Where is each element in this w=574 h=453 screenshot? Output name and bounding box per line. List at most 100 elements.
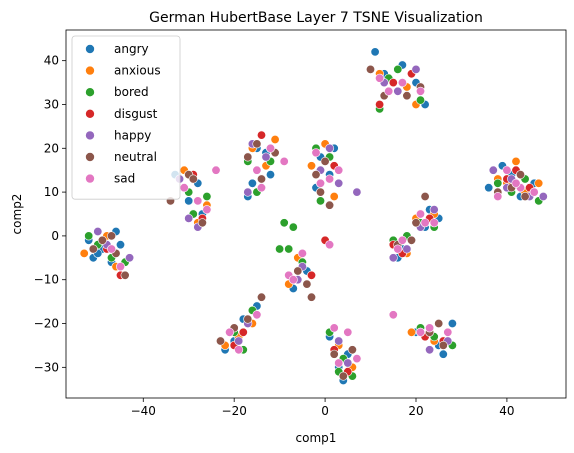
point-happy-13 [334,178,344,188]
point-bored-3 [84,231,94,241]
point-neutral-0 [97,235,107,245]
point-sad-13 [311,148,321,158]
point-neutral-24 [329,349,339,359]
point-sad-10 [225,327,235,337]
legend-marker-bored [85,87,95,97]
point-neutral-19 [325,200,335,210]
point-happy-7 [261,152,271,162]
point-sad-7 [265,143,275,153]
point-neutral-16 [256,292,266,302]
point-happy-29 [488,165,498,175]
legend-label-anxious: anxious [114,64,161,78]
point-happy-18 [343,358,353,368]
point-neutral-3 [88,244,98,254]
point-happy-20 [393,86,403,96]
point-happy-5 [184,213,194,223]
legend-marker-happy [85,130,95,141]
legend-label-disgust: disgust [114,107,158,121]
x-tick-label-2: 0 [321,404,329,418]
point-sad-22 [343,327,353,337]
point-anxious-8 [270,135,280,145]
point-sad-36 [425,323,435,333]
point-bored-29 [393,64,403,74]
y-tick-label-4: 10 [44,185,59,199]
point-sad-31 [415,209,425,219]
point-angry-45 [438,349,448,359]
point-sad-24 [334,358,344,368]
point-happy-1 [125,253,135,263]
point-sad-38 [493,192,503,202]
point-bored-15 [284,244,294,254]
point-neutral-37 [438,340,448,350]
point-neutral-9 [243,152,253,162]
x-tick-label-1: −20 [222,404,247,418]
point-sad-0 [107,244,117,254]
point-neutral-22 [302,279,312,289]
point-sad-20 [325,240,335,250]
point-sad-3 [202,205,212,215]
point-neutral-34 [411,218,421,228]
scatter-points [79,47,548,385]
y-axis-ticks: −30 −20 −10 0 10 20 30 40 [34,54,66,374]
point-happy-25 [429,205,439,215]
point-angry-3 [116,240,126,250]
point-neutral-32 [406,235,416,245]
point-sad-14 [325,174,335,184]
point-neutral-15 [243,314,253,324]
y-tick-label-6: 30 [44,97,59,111]
legend-label-neutral: neutral [114,150,157,164]
point-anxious-12 [306,161,316,171]
point-happy-22 [388,253,398,263]
point-sad-34 [388,310,398,320]
point-sad-27 [397,78,407,88]
point-sad-39 [502,165,512,175]
point-neutral-10 [256,174,266,184]
legend-marker-disgust [85,109,95,119]
point-anxious-32 [534,178,544,188]
point-happy-23 [402,244,412,254]
point-anxious-26 [406,327,416,337]
point-sad-28 [415,86,425,96]
point-sad-25 [375,73,385,83]
legend-label-happy: happy [114,128,151,142]
point-angry-44 [447,318,457,328]
point-neutral-13 [216,336,226,346]
point-happy-12 [325,143,335,153]
point-neutral-36 [434,318,444,328]
point-sad-11 [234,345,244,355]
point-sad-42 [529,187,539,197]
point-sad-16 [315,178,325,188]
point-sad-5 [193,196,203,206]
point-disgust-14 [375,100,385,110]
point-sad-26 [384,86,394,96]
point-sad-41 [511,178,521,188]
point-angry-8 [184,196,194,206]
chart-title: German HubertBase Layer 7 TSNE Visualiza… [149,10,483,26]
point-happy-9 [234,336,244,346]
legend-label-bored: bored [114,85,149,99]
y-tick-label-2: −10 [34,273,59,287]
y-tick-label-5: 20 [44,141,59,155]
point-happy-14 [352,187,362,197]
point-bored-19 [315,196,325,206]
point-sad-35 [415,327,425,337]
point-sad-15 [334,165,344,175]
point-anxious-1 [79,248,89,258]
point-sad-2 [179,183,189,193]
point-happy-21 [411,64,421,74]
point-neutral-27 [365,64,375,74]
point-happy-17 [334,336,344,346]
point-neutral-8 [188,174,198,184]
legend-marker-anxious [85,65,95,76]
point-bored-6 [202,192,212,202]
point-bored-13 [279,218,289,228]
point-neutral-12 [252,139,262,149]
point-neutral-23 [306,292,316,302]
point-bored-14 [288,222,298,232]
legend-label-sad: sad [114,172,135,186]
point-angry-46 [484,183,494,193]
point-happy-32 [538,192,548,202]
point-happy-8 [243,187,253,197]
y-tick-label-1: −20 [34,317,59,331]
